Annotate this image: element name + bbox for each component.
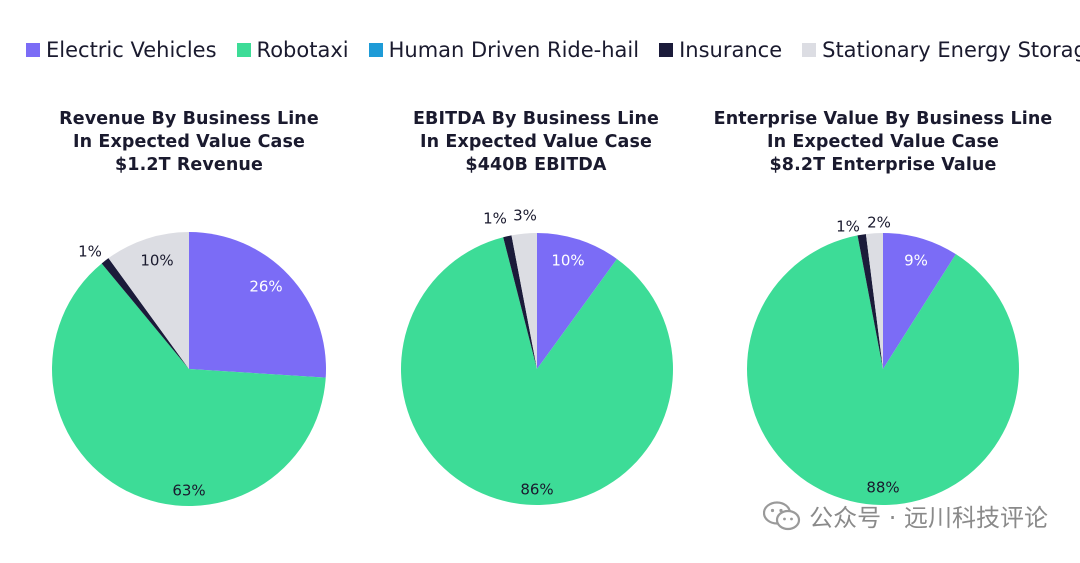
wechat-icon: [763, 500, 801, 530]
pie-slice-stationary-energy-storage: [865, 233, 883, 369]
pie-data-label: 3%: [513, 207, 537, 225]
pie-chart-1: 10% 86% 1% 3%: [400, 207, 673, 505]
pie-slice-insurance: [503, 235, 537, 369]
legend-label: Human Driven Ride-hail: [388, 38, 640, 62]
pie-slice-stationary-energy-storage: [511, 233, 537, 369]
pie-data-label: 2%: [867, 214, 891, 232]
legend-item-human-driven-ride-hail[interactable]: Human Driven Ride-hail: [368, 38, 640, 62]
legend-swatch: [368, 43, 383, 57]
chart-title-line: $440B EBITDA: [465, 155, 607, 175]
chart-title-line: In Expected Value Case: [767, 132, 999, 152]
pie-data-label: 1%: [836, 218, 860, 236]
pie-slice-insurance: [857, 234, 883, 369]
pie-data-label: 10%: [140, 252, 173, 270]
chart-title-line: Revenue By Business Line: [59, 109, 319, 129]
legend-label: Robotaxi: [256, 38, 349, 62]
pie-slice-robotaxi: [747, 235, 1020, 506]
chart-title-line: Enterprise Value By Business Line: [713, 109, 1053, 129]
legend-item-insurance[interactable]: Insurance: [659, 38, 782, 62]
legend-label: Electric Vehicles: [46, 38, 217, 62]
chart-title-line: In Expected Value Case: [73, 132, 305, 152]
pie-data-label: 88%: [866, 479, 899, 497]
pie-chart-2: 9% 88% 1% 2%: [747, 214, 1020, 506]
pie-slice-electric-vehicles: [883, 233, 956, 369]
pie-data-label: 1%: [483, 210, 507, 228]
pie-data-label: 86%: [520, 481, 553, 499]
pie-slice-stationary-energy-storage: [108, 232, 189, 369]
legend-label: Stationary Energy Storage: [822, 38, 1080, 62]
enterprise-value-chart-title: Enterprise Value By Business Line In Exp…: [703, 108, 1063, 177]
pie-data-label: 10%: [551, 252, 584, 270]
legend-item-robotaxi[interactable]: Robotaxi: [236, 38, 349, 62]
pie-chart-0: 26% 63% 1% 10%: [51, 232, 326, 507]
pie-data-label: 1%: [78, 243, 102, 261]
ebitda-chart-title: EBITDA By Business Line In Expected Valu…: [356, 108, 716, 177]
legend-swatch: [802, 43, 817, 57]
pie-slice-electric-vehicles: [189, 232, 326, 378]
pie-data-label: 63%: [172, 482, 205, 500]
legend-swatch: [236, 43, 251, 57]
chart-title-line: EBITDA By Business Line: [413, 109, 659, 129]
watermark: 公众号 · 远川科技评论: [763, 498, 1048, 533]
legend-item-stationary-energy-storage[interactable]: Stationary Energy Storage: [802, 38, 1080, 62]
pie-slice-robotaxi: [51, 263, 326, 507]
legend-item-electric-vehicles[interactable]: Electric Vehicles: [26, 38, 217, 62]
pie-slice-insurance: [101, 258, 189, 369]
pie-slice-robotaxi: [400, 237, 673, 505]
legend-swatch: [26, 43, 40, 57]
pie-data-label: 26%: [249, 278, 282, 296]
pie-data-label: 9%: [904, 252, 928, 270]
pie-slice-electric-vehicles: [537, 233, 617, 369]
legend-label: Insurance: [679, 38, 783, 62]
legend: Electric Vehicles Robotaxi Human Driven …: [26, 38, 1080, 62]
revenue-chart-title: Revenue By Business Line In Expected Val…: [9, 108, 369, 177]
chart-title-line: $8.2T Enterprise Value: [769, 155, 997, 175]
legend-swatch: [659, 43, 674, 57]
chart-title-line: In Expected Value Case: [420, 132, 652, 152]
watermark-text: 公众号 · 远川科技评论: [809, 504, 1048, 532]
chart-title-line: $1.2T Revenue: [115, 155, 263, 175]
